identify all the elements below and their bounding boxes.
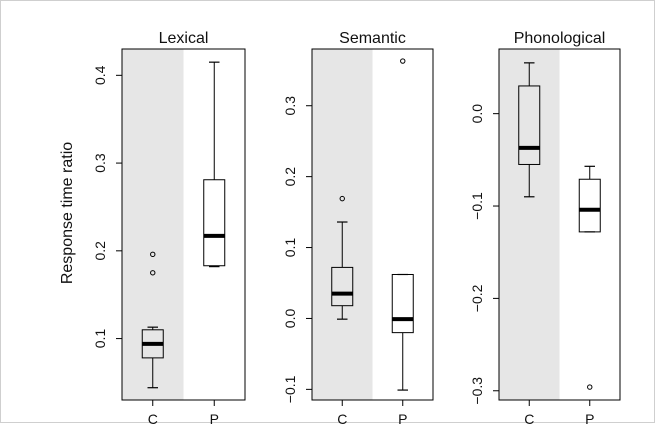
- y-tick-label: 0.2: [92, 241, 108, 261]
- panel-shade-1: [122, 49, 184, 400]
- y-tick-label: 0.3: [282, 96, 298, 116]
- panel-title-3: Phonological: [514, 30, 606, 47]
- panel-border-3: [498, 48, 621, 401]
- box-2-P-outlier: [400, 58, 406, 64]
- y-tick-label: −0.2: [469, 284, 485, 312]
- panel-shade-3: [499, 49, 560, 400]
- y-tick-label: 0.0: [282, 309, 298, 329]
- y-tick-label: −0.1: [282, 375, 298, 403]
- x-tick-label-P: P: [210, 411, 219, 424]
- plots-layer: Lexical 0.1 0.2 0.3 0.4 C P Semantic −0.1 0.0 0.1 0…: [92, 30, 621, 424]
- y-tick-label: 0.0: [469, 104, 485, 124]
- panel-border-2: [311, 48, 434, 401]
- x-tick-label-C: C: [524, 411, 534, 424]
- box-2-P-box: [391, 273, 414, 334]
- panel-border-1: [121, 48, 246, 401]
- panel-title-2: Semantic: [339, 30, 406, 47]
- box-2-C-box: [331, 266, 354, 307]
- box-1-P-box: [203, 179, 226, 267]
- x-tick-label-P: P: [585, 411, 594, 424]
- y-tick-label: 0.3: [92, 153, 108, 173]
- y-tick-label: 0.2: [282, 167, 298, 187]
- y-tick-label: 0.1: [282, 238, 298, 258]
- y-tick-label: 0.1: [92, 329, 108, 349]
- box-3-P-box: [578, 178, 601, 233]
- panel-title-1: Lexical: [159, 30, 209, 47]
- box-1-C-outlier: [150, 251, 156, 258]
- y-axis-label: Response time ratio: [59, 142, 76, 284]
- x-tick-label-C: C: [337, 411, 347, 424]
- y-tick-label: −0.3: [469, 377, 485, 405]
- box-3-P-outlier: [587, 384, 593, 390]
- y-tick-label: 0.4: [92, 65, 108, 85]
- box-3-C-box: [518, 85, 541, 165]
- box-2-C-outlier: [339, 195, 345, 202]
- y-tick-label: −0.1: [469, 192, 485, 220]
- x-tick-label-C: C: [148, 411, 158, 424]
- box-1-C-outlier: [150, 270, 156, 276]
- x-tick-label-P: P: [398, 411, 407, 424]
